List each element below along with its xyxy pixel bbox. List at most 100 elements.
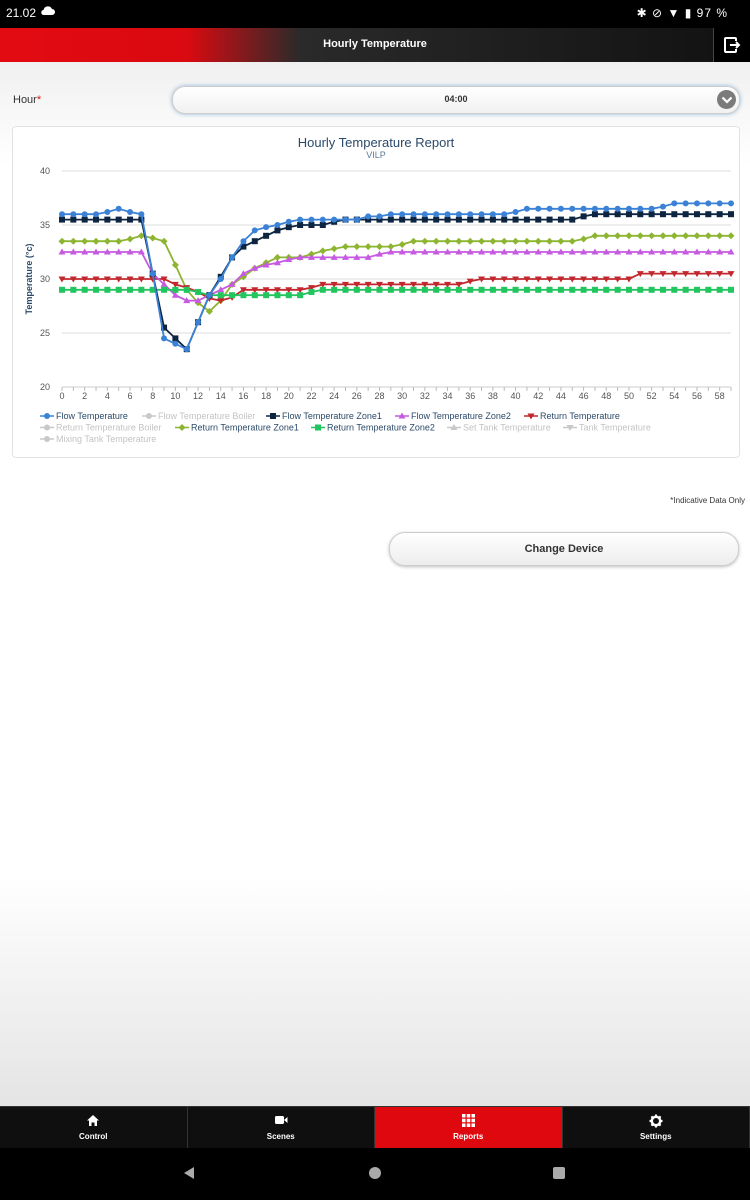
data-point bbox=[625, 286, 632, 293]
data-point bbox=[523, 286, 530, 293]
legend-item-label[interactable]: Set Tank Temperature bbox=[463, 423, 551, 433]
data-point bbox=[727, 271, 735, 278]
tab-scenes[interactable]: Scenes bbox=[188, 1107, 375, 1149]
data-point bbox=[455, 286, 462, 293]
tab-label: Control bbox=[79, 1132, 108, 1141]
data-point bbox=[693, 271, 701, 278]
data-point bbox=[671, 200, 678, 207]
back-button[interactable] bbox=[184, 1167, 194, 1179]
tab-settings[interactable]: Settings bbox=[563, 1107, 750, 1149]
data-point bbox=[93, 216, 100, 223]
data-point bbox=[500, 276, 508, 283]
x-tick-label: 20 bbox=[284, 391, 294, 401]
data-point bbox=[625, 248, 633, 255]
data-point bbox=[444, 248, 452, 255]
data-point bbox=[704, 271, 712, 278]
tab-reports[interactable]: Reports bbox=[375, 1107, 563, 1149]
data-point bbox=[183, 346, 190, 353]
x-tick-label: 16 bbox=[238, 391, 248, 401]
data-point bbox=[297, 216, 304, 223]
data-point bbox=[670, 248, 678, 255]
grid-icon bbox=[375, 1114, 562, 1128]
data-point bbox=[557, 248, 565, 255]
x-tick-label: 26 bbox=[352, 391, 362, 401]
data-point bbox=[375, 281, 383, 288]
data-point bbox=[398, 281, 406, 288]
data-point bbox=[602, 276, 610, 283]
tab-label: Scenes bbox=[266, 1132, 295, 1141]
legend-item-label[interactable]: Flow Temperature Boiler bbox=[158, 411, 255, 421]
data-point bbox=[512, 286, 519, 293]
home-button[interactable] bbox=[369, 1167, 381, 1179]
data-point bbox=[455, 211, 462, 218]
data-point bbox=[126, 276, 134, 283]
bluetooth-icon: ✱ bbox=[636, 6, 648, 20]
hour-select[interactable]: 04:00 bbox=[172, 86, 740, 114]
data-point bbox=[364, 253, 372, 260]
app-bar: Hourly Temperature bbox=[0, 28, 750, 62]
x-tick-label: 34 bbox=[443, 391, 453, 401]
data-point bbox=[455, 237, 463, 245]
legend-item-label[interactable]: Tank Temperature bbox=[579, 423, 651, 433]
data-point bbox=[137, 248, 145, 255]
data-point bbox=[591, 286, 598, 293]
legend-item-label[interactable]: Flow Temperature Zone1 bbox=[282, 411, 382, 421]
data-point bbox=[489, 216, 496, 223]
legend-item-label[interactable]: Mixing Tank Temperature bbox=[56, 434, 156, 444]
data-point bbox=[671, 211, 678, 218]
indicative-note: *Indicative Data Only bbox=[670, 496, 745, 505]
legend-item-label[interactable]: Return Temperature Zone2 bbox=[327, 423, 435, 433]
legend-item-label[interactable]: Flow Temperature bbox=[56, 411, 128, 421]
data-point bbox=[421, 216, 428, 223]
x-tick-label: 14 bbox=[216, 391, 226, 401]
data-point bbox=[682, 286, 689, 293]
legend-swatch-marker bbox=[527, 413, 535, 420]
data-point bbox=[172, 335, 179, 342]
data-point bbox=[103, 248, 111, 255]
data-point bbox=[421, 248, 429, 255]
data-point bbox=[625, 205, 632, 212]
data-point bbox=[115, 248, 123, 255]
data-point bbox=[365, 213, 372, 220]
legend-item-label[interactable]: Flow Temperature Zone2 bbox=[411, 411, 511, 421]
legend-item-label[interactable]: Return Temperature bbox=[540, 411, 620, 421]
data-point bbox=[273, 253, 281, 261]
x-tick-label: 28 bbox=[374, 391, 384, 401]
exit-button[interactable] bbox=[713, 28, 750, 62]
data-point bbox=[240, 243, 247, 250]
data-point bbox=[727, 232, 735, 240]
legend-item-label[interactable]: Return Temperature Boiler bbox=[56, 423, 161, 433]
legend-item-label[interactable]: Return Temperature Zone1 bbox=[191, 423, 299, 433]
data-point bbox=[421, 286, 428, 293]
video-camera-icon bbox=[188, 1114, 375, 1128]
data-point bbox=[557, 237, 565, 245]
tab-control[interactable]: Control bbox=[0, 1107, 188, 1149]
data-point bbox=[410, 216, 417, 223]
data-point bbox=[342, 216, 349, 223]
required-mark: * bbox=[36, 94, 42, 106]
data-point bbox=[319, 247, 327, 255]
battery-level: 97 % bbox=[696, 6, 728, 20]
data-point bbox=[364, 281, 372, 288]
change-device-button[interactable]: Change Device bbox=[389, 532, 739, 566]
data-point bbox=[161, 324, 168, 331]
data-point bbox=[376, 286, 383, 293]
data-point bbox=[602, 232, 610, 240]
data-point bbox=[568, 276, 576, 283]
data-point bbox=[103, 276, 111, 283]
x-tick-label: 42 bbox=[533, 391, 543, 401]
data-point bbox=[512, 209, 519, 216]
data-point bbox=[546, 205, 553, 212]
data-point bbox=[659, 211, 666, 218]
hour-label: Hour* bbox=[13, 94, 41, 106]
data-point bbox=[602, 248, 610, 255]
data-point bbox=[229, 254, 236, 261]
x-tick-label: 46 bbox=[579, 391, 589, 401]
data-point bbox=[523, 237, 531, 245]
y-tick-label: 35 bbox=[40, 220, 50, 230]
data-point bbox=[568, 237, 576, 245]
data-point bbox=[716, 232, 724, 240]
x-tick-label: 12 bbox=[193, 391, 203, 401]
recents-button[interactable] bbox=[553, 1167, 565, 1179]
data-point bbox=[489, 237, 497, 245]
